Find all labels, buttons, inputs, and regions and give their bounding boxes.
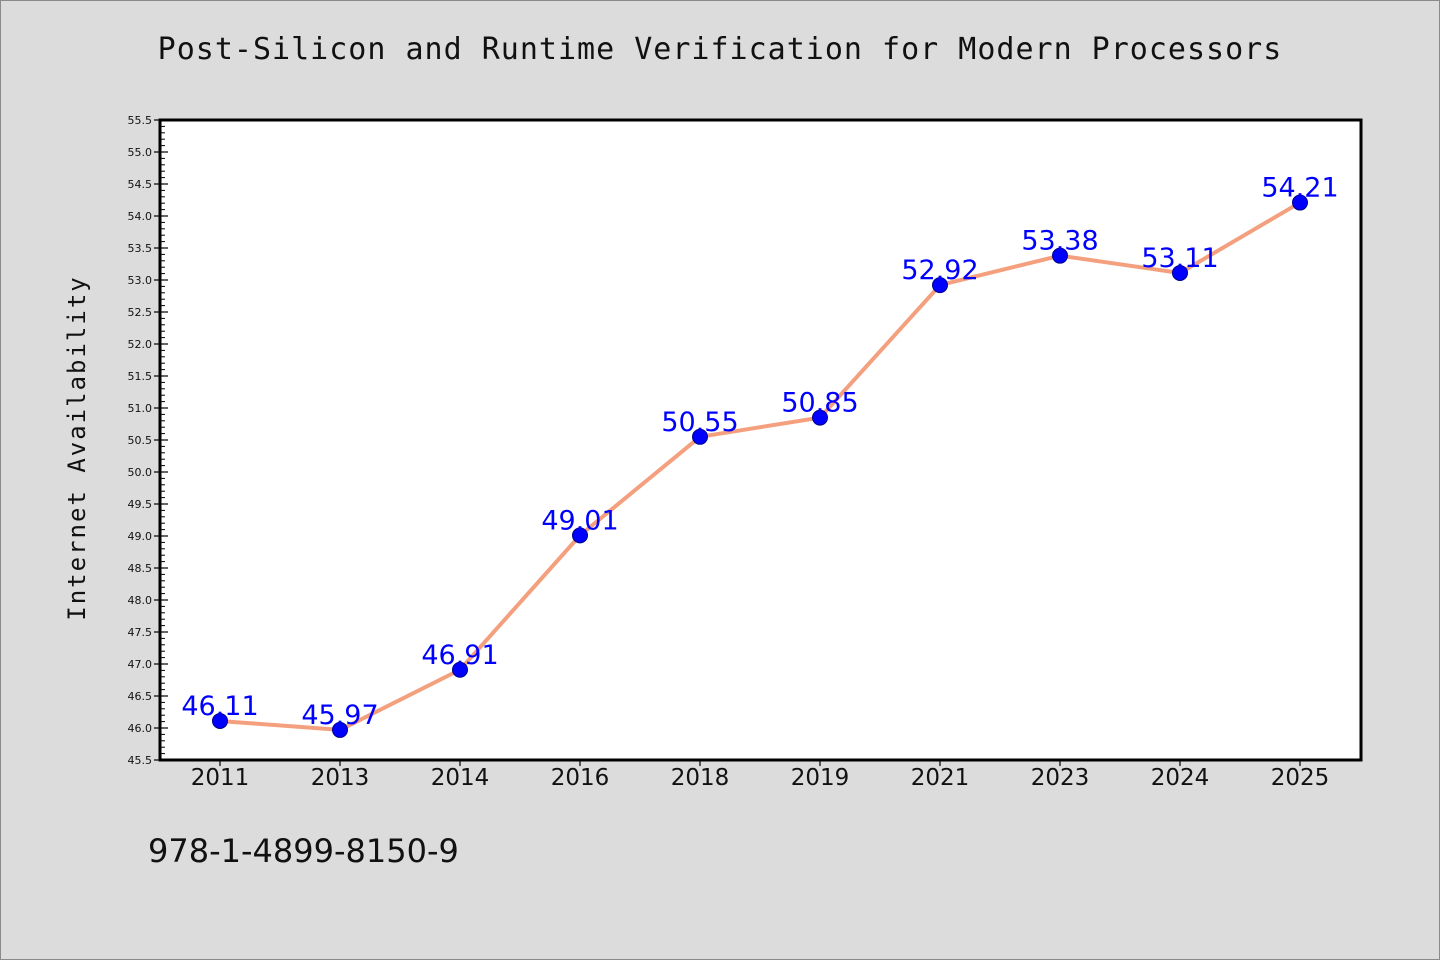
isbn-text: 978-1-4899-8150-9 [148,832,459,870]
y-axis: 45.5 46.0 46.5 47.0 47.5 48.0 48.5 49.0 49.5 50.0… [128,114,168,767]
data-point [812,409,828,426]
x-tick-label: 2016 [551,765,610,791]
data-label: 54.21 [1261,173,1338,204]
y-tick-label: 47.5 [128,626,153,639]
data-point [1292,194,1308,211]
y-tick-label: 51.5 [128,370,153,383]
data-label: 52.92 [901,255,978,286]
x-tick-label: 2014 [431,765,490,791]
y-tick-label: 48.0 [128,594,153,607]
y-tick-label: 55.5 [128,114,153,127]
data-point [1172,264,1188,281]
data-point [572,527,588,544]
data-label: 46.91 [421,640,498,671]
x-tick-label: 2025 [1271,765,1330,791]
y-tick-label: 49.5 [128,498,153,511]
y-tick-label: 50.0 [128,466,153,479]
data-point [932,277,948,294]
y-tick-label: 54.5 [128,178,153,191]
x-tick-label: 2021 [911,765,970,791]
x-tick-label: 2019 [791,765,850,791]
y-tick-label: 52.5 [128,306,153,319]
y-tick-label: 46.0 [128,722,153,735]
data-label: 46.11 [181,691,258,722]
y-tick-label: 53.5 [128,242,153,255]
y-tick-label: 55.0 [128,146,153,159]
y-tick-label: 54.0 [128,210,153,223]
x-tick-label: 2011 [191,765,250,791]
data-label: 50.85 [781,388,858,419]
data-point [212,712,228,729]
series-line [219,200,1302,732]
data-point [692,428,708,445]
data-label: 45.97 [301,700,378,731]
y-tick-label: 51.0 [128,402,153,415]
data-point [332,721,348,738]
y-tick-label: 50.5 [128,434,153,447]
y-tick-label: 46.5 [128,690,153,703]
chart-title: Post-Silicon and Runtime Verification fo… [157,32,1283,67]
y-tick-label: 48.5 [128,562,153,575]
x-tick-label: 2013 [311,765,370,791]
data-label: 49.01 [541,505,618,536]
data-labels: 46.11 45.97 46.91 49.01 50.55 50.85 52.92 53.38… [181,173,1338,731]
x-tick-label: 2018 [671,765,730,791]
data-label: 53.11 [1141,243,1218,274]
plot-area [158,118,1363,762]
x-tick-label: 2023 [1031,765,1090,791]
y-tick-label: 53.0 [128,274,153,287]
data-label: 50.55 [661,407,738,438]
y-axis-label: Internet Availability [63,275,91,620]
data-label: 53.38 [1021,226,1098,257]
y-tick-label: 52.0 [128,338,153,351]
x-tick-label: 2024 [1151,765,1210,791]
y-tick-label: 45.5 [128,754,153,767]
data-point [1052,247,1068,264]
series [212,194,1308,738]
y-tick-label: 47.0 [128,658,153,671]
data-point [452,661,468,678]
y-tick-label: 49.0 [128,530,153,543]
x-axis: 2011 2013 2014 2016 2018 2019 2021 2023 2024 2025 [191,760,1330,791]
